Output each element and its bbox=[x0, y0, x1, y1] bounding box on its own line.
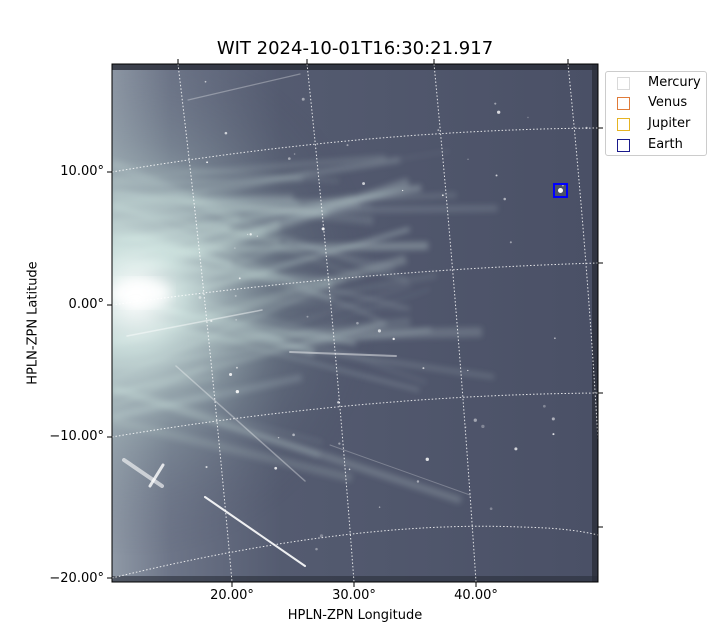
x-tick-label: 40.00° bbox=[454, 588, 498, 603]
x-axis-title: HPLN-ZPN Longitude bbox=[287, 608, 423, 623]
sky-image bbox=[112, 64, 598, 582]
legend-label: Earth bbox=[648, 137, 683, 152]
x-tick-label: 20.00° bbox=[210, 588, 254, 603]
y-tick-label: −10.00° bbox=[49, 429, 104, 444]
y-tick-label: −20.00° bbox=[49, 571, 104, 586]
legend: Mercury Venus Jupiter Earth bbox=[605, 71, 707, 156]
legend-label: Jupiter bbox=[648, 116, 691, 131]
plot-frame bbox=[111, 63, 599, 583]
legend-swatch-earth bbox=[617, 139, 630, 152]
legend-swatch-venus bbox=[617, 97, 630, 110]
tick-marks bbox=[107, 59, 603, 587]
earth-marker bbox=[553, 183, 568, 198]
page-title: WIT 2024-10-01T16:30:21.917 bbox=[216, 38, 494, 59]
x-tick-label: 30.00° bbox=[332, 588, 376, 603]
legend-swatch-mercury bbox=[617, 77, 630, 90]
legend-label: Mercury bbox=[648, 75, 701, 90]
y-axis-title: HPLN-ZPN Latitude bbox=[25, 261, 41, 385]
y-tick-label: 0.00° bbox=[68, 297, 104, 312]
legend-item-mercury: Mercury bbox=[606, 74, 706, 94]
y-tick-label: 10.00° bbox=[60, 164, 104, 179]
legend-item-venus: Venus bbox=[606, 94, 706, 114]
legend-item-earth: Earth bbox=[606, 136, 706, 156]
legend-swatch-jupiter bbox=[617, 118, 630, 131]
legend-item-jupiter: Jupiter bbox=[606, 115, 706, 135]
legend-label: Venus bbox=[648, 95, 688, 110]
